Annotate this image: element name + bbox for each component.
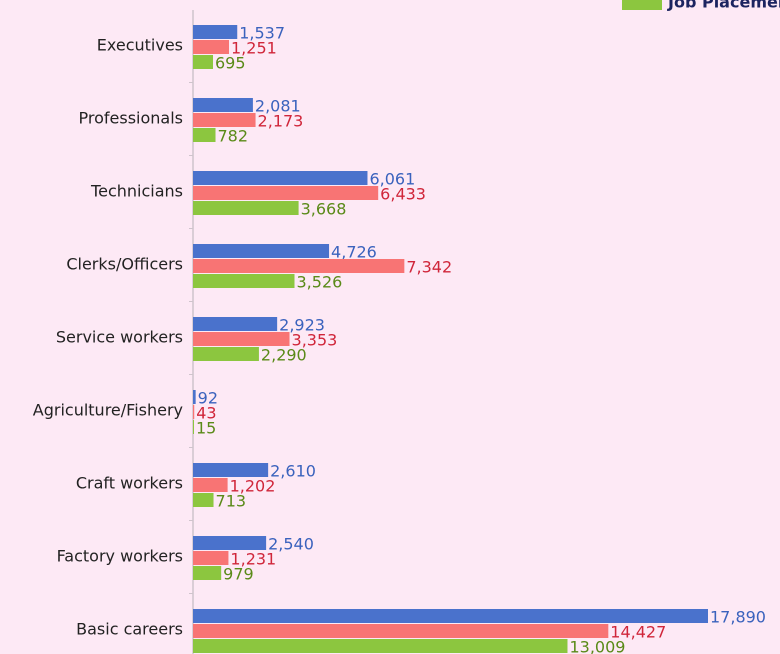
legend-swatch: [622, 0, 662, 10]
value-label: 4,726: [331, 243, 377, 262]
bar: [193, 639, 568, 653]
value-label: 15: [196, 419, 216, 438]
bar: [193, 536, 267, 550]
value-label: 2,081: [255, 97, 301, 116]
bar: [193, 186, 379, 200]
category-label: Craft workers: [76, 474, 183, 493]
category-label: Factory workers: [57, 547, 183, 566]
bar: [193, 347, 259, 361]
bar: [193, 624, 609, 638]
bar: [193, 493, 214, 507]
category-label: Clerks/Officers: [66, 255, 183, 274]
legend-label: Job Placement: [667, 0, 780, 12]
category-label: Agriculture/Fishery: [33, 401, 183, 420]
category-label: Professionals: [79, 109, 184, 128]
value-label: 695: [215, 54, 246, 73]
bar: [193, 274, 295, 288]
value-label: 6,061: [369, 170, 415, 189]
value-label: 7,342: [406, 258, 452, 277]
category-label: Service workers: [56, 328, 183, 347]
category-label: Basic careers: [76, 620, 183, 639]
bar: [193, 566, 222, 580]
bar: [193, 317, 278, 331]
value-label: 1,251: [231, 39, 277, 58]
value-label: 92: [198, 389, 218, 408]
value-label: 2,540: [268, 535, 314, 554]
bar: [193, 244, 330, 258]
value-label: 3,526: [297, 273, 343, 292]
value-label: 2,173: [258, 112, 304, 131]
bar: [193, 25, 238, 39]
value-label: 713: [216, 492, 247, 511]
value-label: 2,290: [261, 346, 307, 365]
value-label: 43: [196, 404, 216, 423]
bar: [193, 463, 269, 477]
value-label: 2,923: [279, 316, 325, 335]
value-label: 6,433: [380, 185, 426, 204]
bar: [193, 420, 194, 434]
bar: [193, 332, 290, 346]
bar: [193, 259, 405, 273]
value-label: 3,353: [292, 331, 338, 350]
value-label: 1,537: [239, 24, 285, 43]
value-label: 14,427: [610, 623, 666, 642]
value-label: 1,202: [230, 477, 276, 496]
bar: [193, 171, 368, 185]
value-label: 1,231: [230, 550, 276, 569]
value-label: 17,890: [710, 608, 766, 627]
bar: [193, 551, 229, 565]
value-label: 2,610: [270, 462, 316, 481]
bar: [193, 390, 196, 404]
category-label: Technicians: [90, 182, 183, 201]
value-label: 13,009: [569, 638, 625, 654]
category-label: Executives: [97, 36, 183, 55]
bar: [193, 113, 256, 127]
value-label: 3,668: [301, 200, 347, 219]
bar: [193, 128, 216, 142]
bar: [193, 98, 253, 112]
value-label: 782: [218, 127, 249, 146]
bar: [193, 478, 228, 492]
bar: [193, 201, 299, 215]
value-label: 979: [223, 565, 254, 584]
bar: [193, 55, 214, 69]
bar: [193, 40, 230, 54]
bar: [193, 609, 708, 623]
bar: [193, 405, 195, 419]
